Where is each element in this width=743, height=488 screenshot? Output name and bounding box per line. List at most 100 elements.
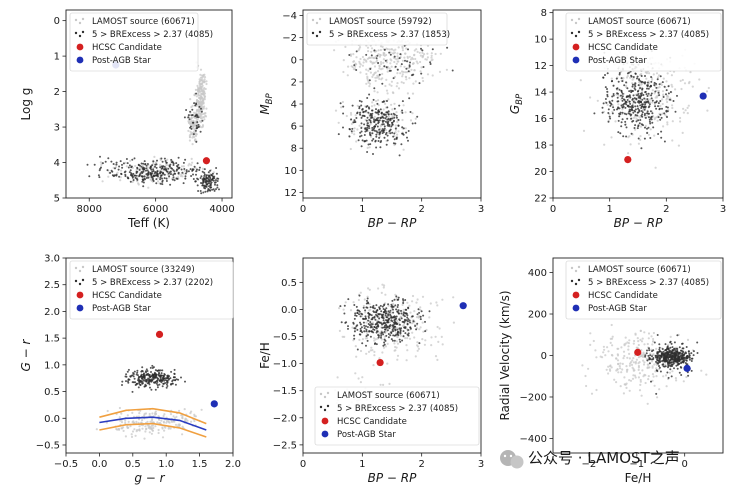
data-point bbox=[196, 184, 199, 187]
legend-marker bbox=[78, 282, 82, 286]
data-point bbox=[193, 165, 196, 168]
y-axis-label: GBP bbox=[508, 93, 525, 114]
legend-entry: LAMOST source (60671) bbox=[74, 17, 195, 27]
data-point bbox=[364, 110, 366, 113]
data-point bbox=[639, 138, 642, 141]
data-point bbox=[405, 78, 408, 81]
data-point bbox=[621, 108, 624, 111]
data-point bbox=[646, 98, 649, 101]
data-point bbox=[141, 376, 144, 379]
data-point bbox=[144, 385, 147, 388]
data-point bbox=[166, 170, 169, 173]
legend-marker bbox=[323, 395, 327, 399]
data-point bbox=[622, 392, 626, 395]
data-point bbox=[408, 337, 412, 340]
data-point bbox=[407, 130, 410, 132]
data-point bbox=[625, 113, 628, 116]
data-point bbox=[652, 358, 655, 361]
data-point bbox=[635, 98, 638, 101]
data-point bbox=[382, 346, 386, 349]
data-point bbox=[401, 75, 404, 78]
data-point bbox=[387, 120, 390, 123]
data-point bbox=[389, 313, 392, 316]
data-point bbox=[145, 427, 148, 430]
data-point bbox=[98, 169, 101, 172]
data-point bbox=[637, 84, 640, 87]
data-point bbox=[197, 112, 200, 115]
data-point bbox=[160, 174, 163, 177]
data-point bbox=[366, 124, 369, 127]
data-point bbox=[675, 350, 678, 353]
post-agb-star-point bbox=[210, 400, 218, 408]
data-point bbox=[394, 325, 397, 328]
data-point bbox=[388, 51, 391, 54]
data-point bbox=[137, 428, 141, 432]
data-point bbox=[123, 171, 126, 174]
data-point bbox=[646, 114, 649, 117]
data-point bbox=[639, 97, 642, 100]
data-point bbox=[407, 329, 410, 331]
data-point bbox=[670, 74, 674, 77]
data-point bbox=[359, 349, 363, 353]
data-point bbox=[387, 113, 390, 116]
data-point bbox=[338, 307, 341, 310]
hcsc-candidate-point bbox=[634, 348, 642, 356]
data-point bbox=[162, 375, 165, 377]
data-point bbox=[191, 161, 194, 164]
data-point bbox=[173, 368, 176, 371]
data-point bbox=[422, 330, 425, 333]
data-point bbox=[593, 112, 596, 115]
data-point bbox=[135, 420, 138, 423]
data-point bbox=[658, 346, 661, 349]
data-point bbox=[397, 322, 400, 325]
data-point bbox=[404, 52, 407, 55]
data-point bbox=[382, 131, 385, 134]
data-point bbox=[141, 180, 144, 183]
data-point bbox=[656, 76, 660, 79]
legend-label: Post-AGB Star bbox=[92, 56, 151, 66]
data-point bbox=[117, 168, 120, 171]
data-point bbox=[156, 180, 160, 183]
data-point bbox=[161, 177, 163, 180]
data-point bbox=[451, 69, 454, 72]
data-point bbox=[641, 337, 644, 340]
data-point bbox=[589, 332, 592, 335]
data-point bbox=[607, 120, 610, 123]
data-point bbox=[188, 139, 191, 142]
data-point bbox=[334, 109, 338, 112]
data-point bbox=[355, 69, 358, 71]
data-point bbox=[168, 375, 171, 378]
data-point bbox=[407, 334, 410, 337]
data-point bbox=[410, 68, 413, 71]
data-point bbox=[372, 56, 375, 60]
data-point bbox=[670, 342, 673, 345]
data-point bbox=[402, 308, 405, 311]
data-point bbox=[148, 412, 151, 416]
data-point bbox=[128, 378, 131, 381]
data-point bbox=[631, 98, 634, 101]
data-point bbox=[429, 63, 432, 65]
data-point bbox=[649, 122, 652, 125]
data-point bbox=[385, 143, 388, 146]
x-tick-label: 8000 bbox=[77, 204, 102, 215]
data-point bbox=[609, 104, 612, 107]
data-point bbox=[215, 172, 218, 175]
data-point bbox=[136, 374, 139, 377]
data-point bbox=[180, 165, 184, 168]
data-point bbox=[439, 52, 442, 55]
data-point bbox=[651, 365, 654, 368]
data-point bbox=[638, 116, 642, 119]
data-point bbox=[344, 301, 347, 304]
data-point bbox=[611, 337, 614, 340]
data-point bbox=[390, 113, 393, 116]
data-point bbox=[393, 323, 396, 326]
data-point bbox=[374, 318, 377, 321]
data-point bbox=[634, 110, 637, 113]
data-point bbox=[196, 84, 199, 87]
data-point bbox=[163, 373, 166, 375]
data-point bbox=[632, 83, 634, 86]
data-point bbox=[345, 321, 348, 324]
data-point bbox=[400, 327, 403, 330]
data-point bbox=[637, 111, 640, 114]
data-point bbox=[372, 310, 375, 313]
